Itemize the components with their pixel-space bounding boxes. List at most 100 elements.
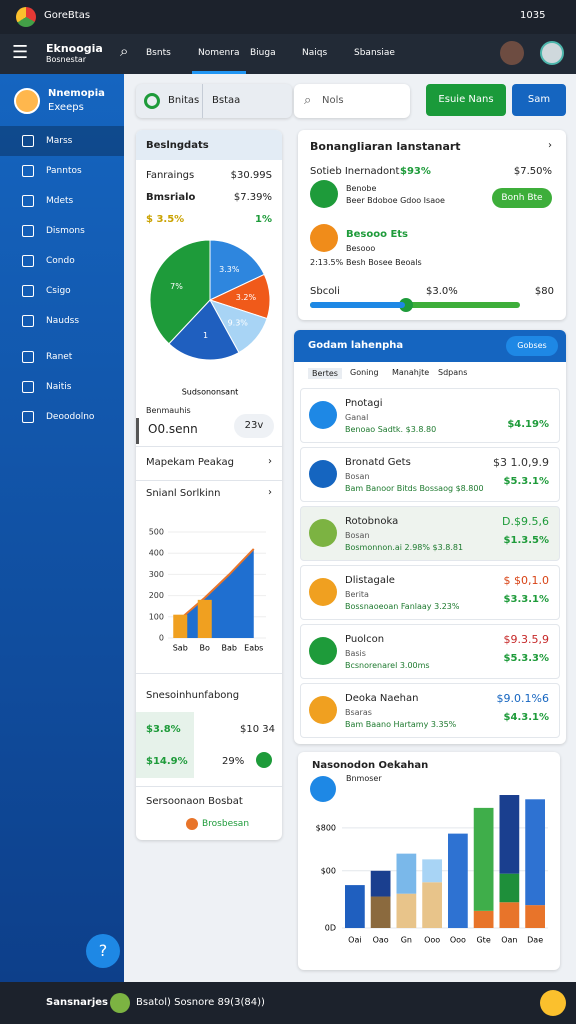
row-value: $7.50% [513, 166, 552, 177]
item-detail: Bosmonnon.ai 2.98% $3.8.81 [345, 543, 464, 552]
item-value: $3 1.0,9.9 [493, 456, 549, 469]
fab[interactable]: ? [86, 934, 120, 968]
header-subtitle: Bosnestar [46, 55, 87, 64]
item-change: $4.19% [507, 419, 549, 430]
tab[interactable]: Nomenra [198, 48, 240, 58]
divider [202, 84, 203, 118]
overview-card: Bonangliaran lanstanart › Sotieb Inernad… [298, 130, 566, 320]
slider-knob[interactable] [398, 298, 413, 312]
slider-label: Sbcoli [310, 286, 340, 297]
menu-icon [22, 225, 34, 237]
menu-icon [22, 315, 34, 327]
footer-title: Sersoonaon Bosbat [146, 796, 243, 807]
item-sub: Bosan [345, 531, 370, 540]
badge[interactable]: 23v [234, 414, 274, 438]
row-label: Fanraings [146, 170, 195, 181]
link[interactable]: Mapekam Peakag [146, 457, 234, 468]
segment[interactable]: Bnitas [168, 95, 200, 106]
row-value: 1% [255, 214, 272, 225]
card-title: Nasonodon Oekahan [312, 760, 429, 771]
tab[interactable]: Bsnts [146, 48, 171, 58]
menu-item[interactable]: Naudss [46, 316, 80, 326]
bottom-bar: Sansnarjes Bsatol) Sosnore 89(3(84)) [0, 982, 576, 1024]
item-value: $9.0.1%6 [496, 692, 549, 705]
tab[interactable]: Naiqs [302, 48, 328, 58]
avatar[interactable] [540, 41, 564, 65]
menu-button[interactable]: ☰ [12, 42, 29, 63]
list-item[interactable]: Puolcon Basis Bcsnorenarel 3.00ms $9.3.5,9 $… [300, 624, 560, 679]
menu-item[interactable]: Marss [46, 136, 73, 146]
panel-tabs: Bertes Goning Manahjte Sdpans [302, 364, 558, 382]
menu-item[interactable]: Panntos [46, 166, 82, 176]
panel-tab[interactable]: Manahjte [392, 368, 430, 377]
row-badge: $93% [400, 166, 431, 177]
item-icon [309, 401, 337, 429]
search-placeholder: Nols [322, 95, 344, 106]
footer-tag: Brosbesan [202, 819, 250, 829]
search-box[interactable]: ⌕ Nols [294, 84, 410, 118]
header-title: Eknoogia [46, 42, 103, 55]
secondary-button[interactable]: Sam [512, 84, 566, 116]
search-icon[interactable]: ⌕ [120, 42, 129, 60]
row-label: Sotieb Inernadont [310, 166, 400, 177]
card-subtitle: Bnmoser [346, 774, 382, 783]
item-icon [310, 224, 338, 252]
item-title: Puolcon [345, 634, 385, 645]
list-item[interactable]: Pnotagi Ganal Benoao Sadtk. $3.8.80 $4.19% [300, 388, 560, 443]
item-sub: Bosan [345, 472, 370, 481]
menu-item[interactable]: Dismons [46, 226, 85, 236]
avatar[interactable] [500, 41, 524, 65]
item-detail: Benoao Sadtk. $3.8.80 [345, 425, 437, 434]
panel-tab[interactable]: Sdpans [438, 368, 468, 377]
profile-role: Exeeps [48, 102, 84, 113]
item-change: $4.3.1% [503, 712, 549, 723]
card-title: Bonangliaran lanstanart [310, 140, 461, 153]
segment[interactable]: Bstaa [212, 95, 241, 106]
panel-tab[interactable]: Goning [350, 368, 379, 377]
tab[interactable]: Sbansiae [354, 48, 395, 58]
menu-icon [22, 285, 34, 297]
slider-track[interactable] [310, 298, 520, 312]
link[interactable]: Snianl Sorlkinn [146, 488, 221, 499]
menu-icon [22, 255, 34, 267]
menu-item[interactable]: Naitis [46, 382, 72, 392]
list-item[interactable]: Deoka Naehan Bsaras Bam Baano Hartamy 3.35… [300, 683, 560, 738]
menu-icon [22, 195, 34, 207]
item-title: Benobe [346, 184, 377, 193]
menu-icon [22, 165, 34, 177]
item-icon [309, 637, 337, 665]
item-change: $1.3.5% [503, 535, 549, 546]
segmented-control: Bnitas Bstaa [136, 84, 292, 118]
menu-item[interactable]: Deoodolno [46, 412, 95, 422]
item-button[interactable]: Bonh Bte [492, 188, 552, 208]
primary-button[interactable]: Esuie Nans [426, 84, 506, 116]
list-item[interactable]: Dlistagale Berita Bossnaoeoan Fanlaay 3.23… [300, 565, 560, 620]
menu-item[interactable]: Ranet [46, 352, 73, 362]
panel-tab[interactable]: Bertes [308, 368, 342, 379]
item-title: Rotobnoka [345, 516, 399, 527]
profile-name: Nnemopia [48, 88, 105, 99]
item-detail: Bossnaoeoan Fanlaay 3.23% [345, 602, 460, 611]
row-value: $30.99S [230, 170, 272, 181]
tab[interactable]: Biuga [250, 48, 276, 58]
coin-button[interactable] [540, 990, 566, 1016]
panel-button[interactable]: Gobses [506, 336, 558, 356]
row-value: $7.39% [233, 192, 272, 203]
list-item[interactable]: Bronatd Gets Bosan Bam Banoor Bitds Bossao… [300, 447, 560, 502]
menu-icon [22, 381, 34, 393]
bar-card: Nasonodon Oekahan Bnmoser [298, 752, 560, 970]
item-meta: Besh Bosee Beoals [346, 258, 422, 267]
menu-icon [22, 351, 34, 363]
item-change: $3.3.1% [503, 594, 549, 605]
stat-value: O0.senn [148, 422, 198, 436]
menu-item[interactable]: Csigo [46, 286, 71, 296]
slider-value: $3.0% [426, 286, 458, 297]
item-icon [309, 519, 337, 547]
status-bar: GoreBtas 1035 [0, 0, 576, 34]
item-value: D.$9.5,6 [502, 515, 549, 528]
menu-item[interactable]: Mdets [46, 196, 74, 206]
list-item[interactable]: Rotobnoka Bosan Bosmonnon.ai 2.98% $3.8.81… [300, 506, 560, 561]
left-card: Beslngdats Fanraings $30.99S Bmsrialo $7… [136, 130, 282, 840]
menu-item[interactable]: Condo [46, 256, 75, 266]
